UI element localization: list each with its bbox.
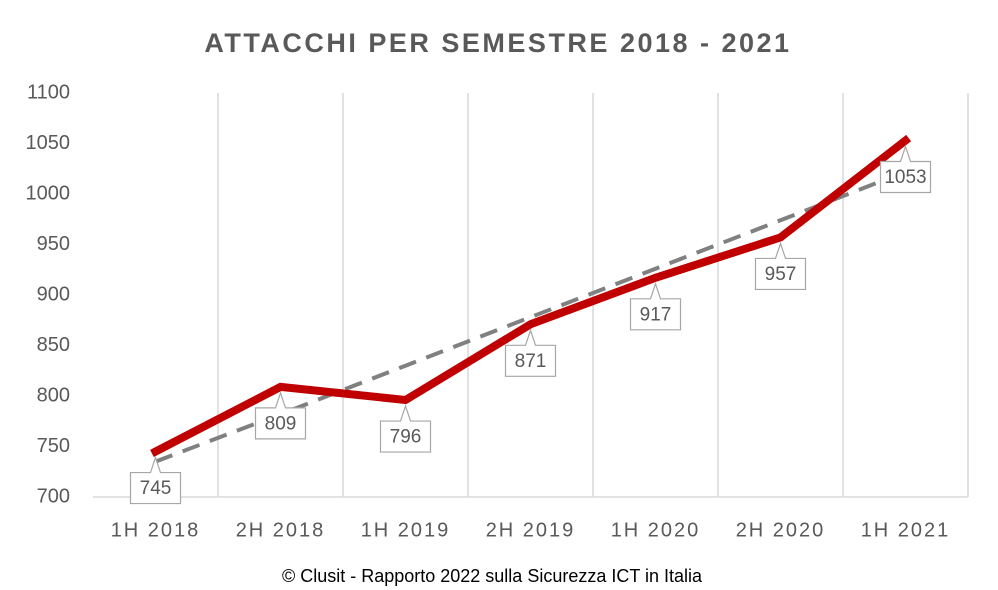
data-label-box [879, 144, 932, 194]
data-label-box [129, 455, 182, 505]
data-label-box [754, 241, 807, 291]
data-label-box [254, 391, 307, 440]
x-tick-label: 1H 2020 [611, 519, 701, 541]
x-tick-label: 1H 2019 [361, 519, 451, 541]
y-tick-label: 950 [37, 233, 70, 255]
data-label: 796 [390, 427, 422, 448]
data-line [150, 134, 912, 457]
x-tick-label: 1H 2018 [111, 519, 201, 541]
data-label-box [504, 328, 557, 377]
data-label-box [379, 404, 432, 453]
data-label: 871 [515, 351, 547, 372]
y-tick-label: 1000 [26, 182, 71, 204]
x-tick-label: 2H 2018 [236, 519, 326, 541]
y-tick-label: 700 [37, 485, 70, 507]
y-tick-label: 900 [37, 283, 70, 305]
chart-title: ATTACCHI PER SEMESTRE 2018 - 2021 [204, 28, 791, 58]
data-label: 745 [140, 478, 172, 499]
x-tick-label: 2H 2020 [736, 519, 826, 541]
data-label: 957 [765, 264, 797, 285]
y-tick-label: 1050 [26, 132, 71, 154]
data-label: 809 [265, 413, 297, 434]
data-label-box [629, 281, 682, 331]
data-label: 917 [640, 304, 672, 325]
y-tick-label: 750 [37, 435, 70, 457]
x-tick-label: 1H 2021 [861, 519, 951, 541]
x-tick-label: 2H 2019 [486, 519, 576, 541]
y-tick-label: 800 [37, 384, 70, 406]
y-tick-label: 1100 [27, 81, 70, 103]
data-label: 1053 [884, 167, 926, 188]
y-tick-label: 850 [37, 334, 70, 356]
footnote: © Clusit - Rapporto 2022 sulla Sicurezza… [282, 566, 703, 586]
